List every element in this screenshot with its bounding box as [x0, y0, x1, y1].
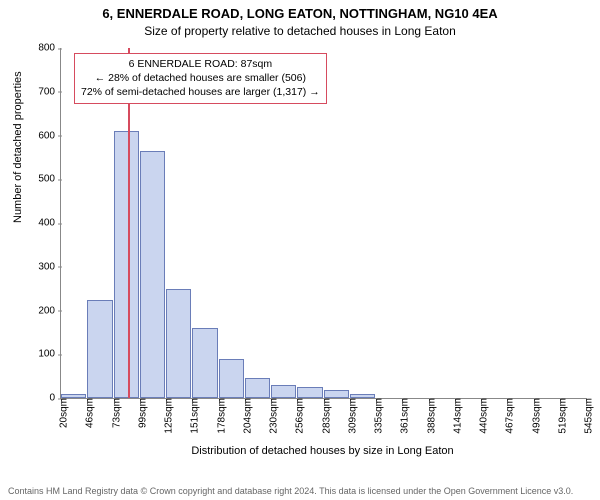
x-axis-label: Distribution of detached houses by size …	[60, 445, 585, 457]
annotation-line-3: 72% of semi-detached houses are larger (…	[81, 85, 320, 99]
histogram-bar	[140, 151, 165, 398]
x-tick: 283sqm	[315, 398, 332, 434]
page-title: 6, ENNERDALE ROAD, LONG EATON, NOTTINGHA…	[0, 6, 600, 21]
x-tick: 335sqm	[368, 398, 385, 434]
histogram-bar	[166, 289, 191, 398]
x-tick: 73sqm	[105, 398, 122, 428]
x-tick: 46sqm	[79, 398, 96, 428]
highlight-annotation: 6 ENNERDALE ROAD: 87sqm ← 28% of detache…	[74, 53, 327, 104]
page-subtitle: Size of property relative to detached ho…	[0, 24, 600, 38]
footer-attribution: Contains HM Land Registry data © Crown c…	[8, 486, 573, 496]
x-tick: 493sqm	[525, 398, 542, 434]
x-tick: 151sqm	[184, 398, 201, 434]
y-tick: 200	[38, 305, 61, 316]
x-tick: 309sqm	[341, 398, 358, 434]
x-tick: 230sqm	[263, 398, 280, 434]
y-tick: 100	[38, 349, 61, 360]
y-tick: 800	[38, 43, 61, 54]
y-tick: 700	[38, 86, 61, 97]
x-tick: 204sqm	[236, 398, 253, 434]
histogram-bar	[350, 394, 375, 398]
annotation-line-1: 6 ENNERDALE ROAD: 87sqm	[81, 57, 320, 71]
x-tick: 20sqm	[53, 398, 70, 428]
y-tick: 600	[38, 130, 61, 141]
y-axis-label: Number of detached properties	[12, 71, 24, 223]
x-tick: 440sqm	[473, 398, 490, 434]
x-tick: 467sqm	[499, 398, 516, 434]
histogram-bar	[192, 328, 217, 398]
histogram-bar	[297, 387, 322, 398]
histogram-bar	[245, 378, 270, 398]
x-tick: 519sqm	[551, 398, 568, 434]
histogram-bar	[219, 359, 244, 398]
y-tick: 300	[38, 261, 61, 272]
x-tick: 388sqm	[420, 398, 437, 434]
x-tick: 125sqm	[158, 398, 175, 434]
x-tick: 99sqm	[131, 398, 148, 428]
histogram-bar	[114, 131, 139, 398]
x-tick: 414sqm	[446, 398, 463, 434]
x-tick: 545sqm	[578, 398, 595, 434]
x-tick: 178sqm	[210, 398, 227, 434]
y-tick: 400	[38, 218, 61, 229]
histogram-bar	[324, 390, 349, 398]
x-tick: 361sqm	[394, 398, 411, 434]
x-tick: 256sqm	[289, 398, 306, 434]
histogram-bar	[87, 300, 112, 398]
histogram-bar	[271, 385, 296, 398]
annotation-line-2: ← 28% of detached houses are smaller (50…	[81, 71, 320, 85]
y-tick: 500	[38, 174, 61, 185]
histogram-bar	[61, 394, 86, 398]
